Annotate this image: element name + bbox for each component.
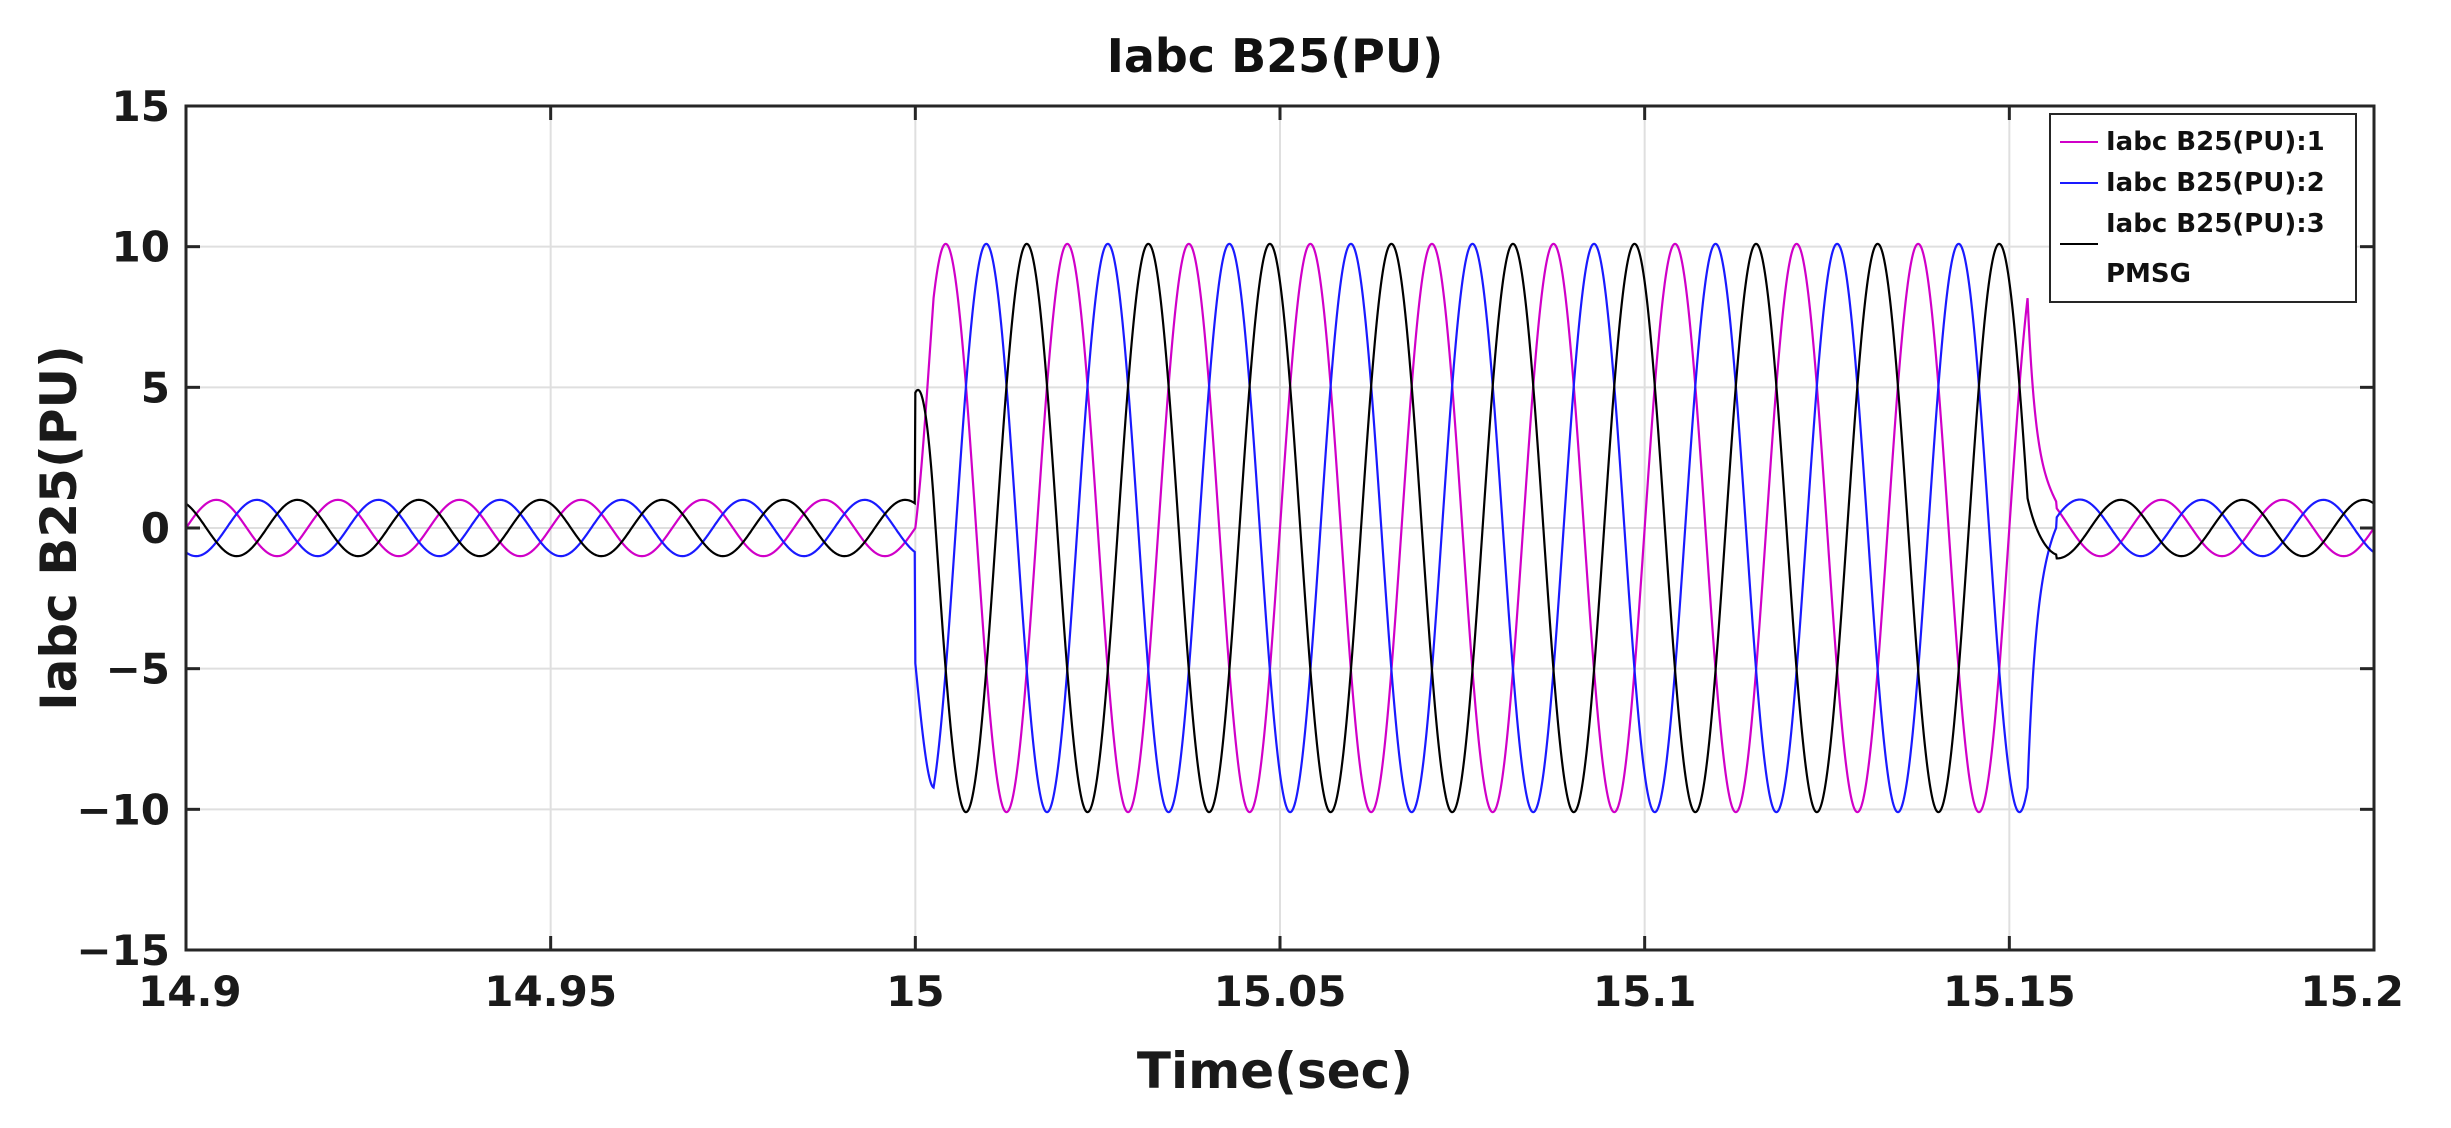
x-tick-label-3: 15.05	[1214, 967, 1347, 1016]
y-tick-label-2: −5	[106, 645, 170, 694]
x-tick-label-0: 14.9	[138, 967, 242, 1016]
plot-series	[185, 242, 2375, 814]
legend-label-3: Iabc B25(PU):3	[2106, 209, 2325, 239]
y-tick-label-1: −10	[76, 785, 170, 834]
x-tick-label-4: 15.1	[1593, 967, 1697, 1016]
y-tick-label-6: 15	[112, 82, 170, 131]
x-axis-label: Time(sec)	[1137, 1042, 1413, 1100]
series-line-3	[185, 242, 2375, 814]
series-line-1	[185, 242, 2375, 814]
x-tick-label-1: 14.95	[484, 967, 617, 1016]
x-tick-label-6: 15.2	[2300, 967, 2404, 1016]
legend-label-1: Iabc B25(PU):1	[2106, 127, 2325, 157]
y-axis-label: Iabc B25(PU)	[30, 345, 88, 711]
y-tick-label-0: −15	[76, 926, 170, 975]
legend-title: PMSG	[2106, 259, 2191, 289]
chart-title: Iabc B25(PU)	[1107, 29, 1444, 83]
series-line-2	[185, 242, 2375, 814]
axis-ticks: 14.9 14.95 15 15.05 15.1 15.15 15.2 −15 −10 −5 0 5 1…	[76, 82, 2404, 1016]
legend-label-2: Iabc B25(PU):2	[2106, 168, 2325, 198]
y-tick-label-5: 10	[112, 223, 170, 272]
legend-box	[2049, 113, 2357, 303]
x-tick-label-2: 15	[886, 967, 944, 1016]
legend: Iabc B25(PU):1 Iabc B25(PU):2 Iabc B25(P…	[2049, 113, 2357, 303]
y-tick-label-3: 0	[141, 504, 170, 553]
x-tick-label-5: 15.15	[1943, 967, 2076, 1016]
y-tick-label-4: 5	[141, 363, 170, 412]
